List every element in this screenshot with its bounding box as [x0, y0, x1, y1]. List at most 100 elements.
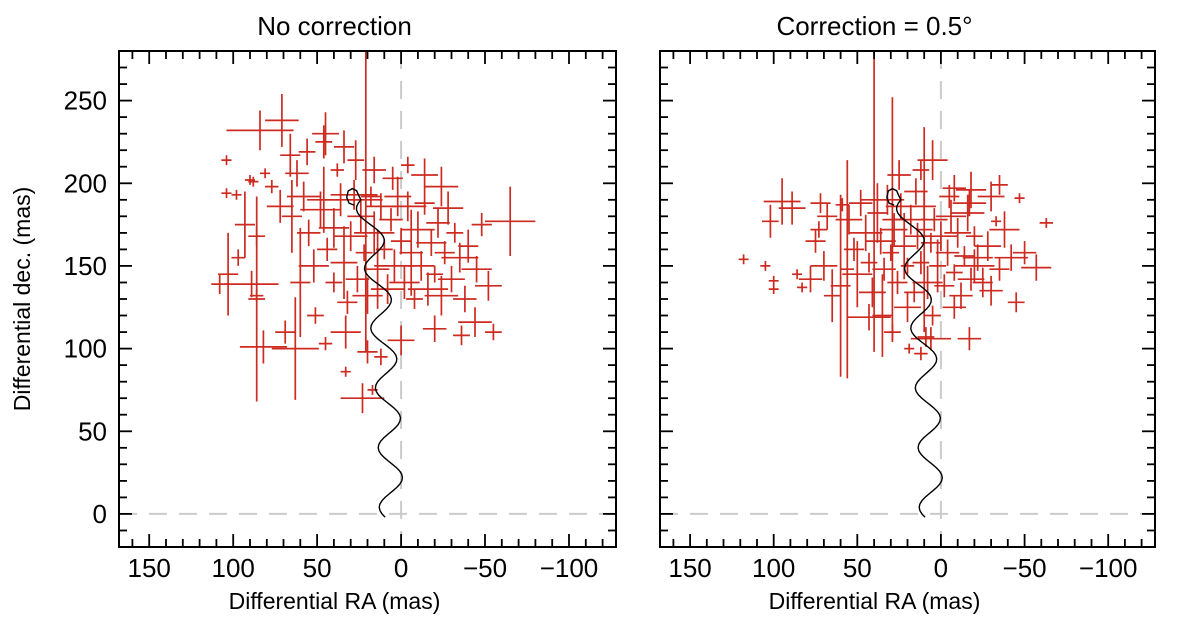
error-bar-cross: [844, 237, 864, 261]
error-bar-cross: [954, 249, 995, 283]
error-bar-cross: [914, 346, 928, 361]
error-bar-cross: [424, 166, 459, 207]
error-bar-cross: [1012, 241, 1037, 265]
panel-correction-0p5deg: 150 100 50 0 −50 −100 Correction = 0.5° Differe…: [659, 11, 1156, 614]
error-bar-cross: [835, 198, 849, 212]
error-bar-cross: [738, 254, 749, 265]
error-bar-cross: [849, 189, 873, 217]
error-bar-cross: [929, 239, 946, 293]
error-bar-cross: [416, 229, 447, 256]
x-tick-label: 0: [394, 553, 408, 583]
error-bar-cross: [935, 239, 960, 266]
axis-ticks: [660, 51, 1155, 547]
error-bar-cross: [810, 251, 838, 281]
error-bar-cross: [248, 196, 266, 402]
x-tick-label: 150: [128, 553, 171, 583]
error-bar-cross: [1039, 218, 1053, 228]
y-tick-label: 100: [64, 334, 107, 364]
error-bar-cross: [226, 110, 294, 151]
error-bar-cross: [265, 94, 299, 147]
error-bar-cross: [952, 189, 987, 217]
model-curve: [886, 187, 944, 518]
error-bar-cross: [880, 213, 908, 247]
error-bar-cross: [275, 320, 296, 344]
model-curve: [345, 187, 404, 518]
error-bar-cross: [333, 221, 368, 252]
error-bar-cross: [859, 277, 886, 308]
x-tick-label: 50: [303, 553, 332, 583]
panel-no-correction: 150 100 50 0 −50 −100 0 50 100 150 200 250 No correc…: [9, 11, 617, 614]
x-tick-label: 100: [752, 553, 795, 583]
error-bar-cross: [917, 140, 948, 180]
panel-title: No correction: [257, 11, 412, 41]
error-bar-cross: [438, 265, 465, 293]
error-bar-cross: [433, 191, 464, 225]
y-tick-label: 250: [64, 86, 107, 116]
error-bar-cross: [924, 305, 941, 326]
error-bar-cross: [318, 337, 333, 351]
error-bar-cross: [281, 180, 302, 253]
error-bar-cross: [389, 265, 420, 299]
error-bar-cross: [407, 251, 435, 281]
error-bar-cross: [471, 213, 492, 237]
scatter-points: [211, 51, 536, 414]
error-bar-cross: [915, 127, 933, 333]
error-bar-cross: [966, 226, 983, 247]
error-bar-cross: [904, 343, 915, 354]
error-bar-cross: [805, 229, 826, 253]
error-bar-cross: [218, 232, 239, 316]
x-tick-label: −50: [463, 553, 507, 583]
error-bar-cross: [391, 227, 412, 255]
error-bar-cross: [954, 246, 975, 266]
error-bar-cross: [271, 297, 319, 400]
error-bar-cross: [475, 270, 502, 301]
error-bar-cross: [989, 211, 1020, 248]
x-axis-label: Differential RA (mas): [769, 588, 981, 614]
error-bar-cross: [221, 155, 232, 166]
error-bar-cross: [298, 138, 316, 166]
error-bar-cross: [330, 163, 344, 177]
error-bar-cross: [333, 130, 355, 164]
error-bar-cross: [934, 274, 955, 298]
error-bar-cross: [441, 242, 479, 273]
error-bar-cross: [835, 204, 863, 235]
error-bar-cross: [760, 261, 771, 271]
error-bar-cross: [340, 383, 385, 414]
error-bar-cross: [817, 203, 838, 230]
error-bar-cross: [887, 160, 911, 190]
error-bar-cross: [422, 315, 447, 342]
x-tick-label: 100: [212, 553, 255, 583]
error-bar-cross: [977, 181, 1005, 212]
error-bar-cross: [345, 265, 370, 293]
error-bar-cross: [949, 282, 973, 309]
error-bar-cross: [957, 267, 985, 291]
y-axis-label: Differential dec. (mas): [9, 187, 35, 412]
error-bar-cross: [379, 208, 403, 232]
error-bar-cross: [867, 183, 888, 243]
error-bar-cross: [1007, 292, 1025, 313]
error-bar-cross: [840, 160, 854, 379]
error-bar-cross: [211, 274, 229, 294]
error-bar-cross: [912, 251, 930, 275]
error-bar-cross: [453, 325, 470, 346]
error-bar-cross: [942, 175, 966, 202]
y-tick-label: 150: [64, 251, 107, 281]
error-bar-cross: [382, 166, 403, 190]
error-bar-cross: [389, 191, 427, 222]
error-bar-cross: [231, 189, 242, 200]
error-bar-cross: [920, 208, 948, 232]
error-bar-cross: [399, 209, 423, 296]
y-tick-label: 200: [64, 168, 107, 198]
error-bar-cross: [374, 348, 388, 366]
error-bar-cross: [797, 282, 808, 293]
error-bar-cross: [900, 257, 915, 275]
error-bar-cross: [231, 249, 245, 266]
error-bar-cross: [991, 175, 1008, 195]
error-bar-cross: [951, 194, 985, 232]
error-bar-cross: [962, 244, 993, 271]
error-bar-cross: [912, 160, 930, 180]
error-bar-cross: [286, 181, 321, 212]
error-bar-cross: [307, 307, 324, 324]
error-bar-cross: [872, 274, 893, 357]
